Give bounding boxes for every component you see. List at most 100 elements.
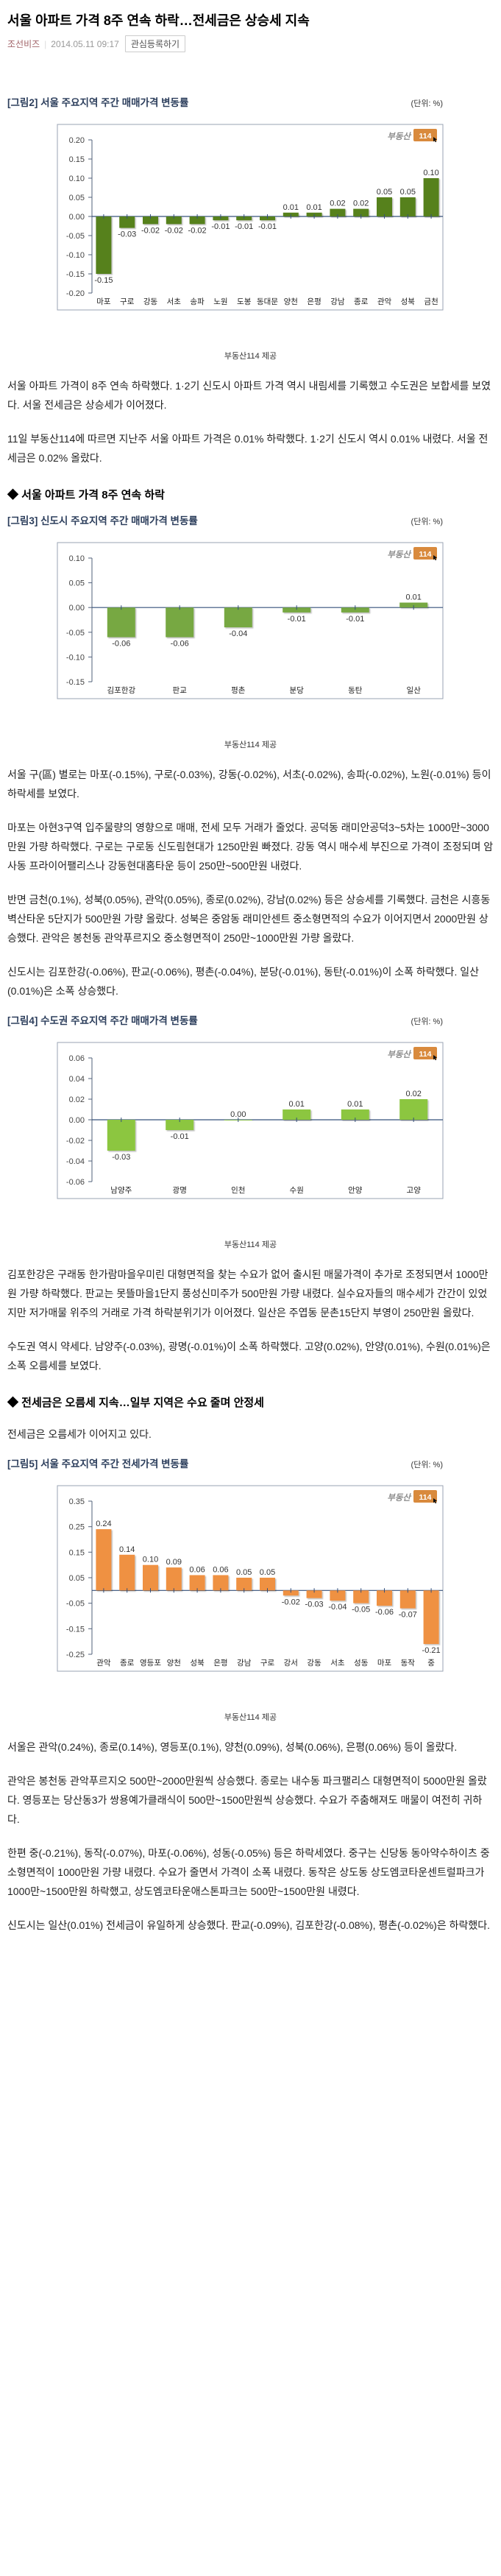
svg-text:0.05: 0.05 xyxy=(377,188,392,197)
svg-text:김포한강: 김포한강 xyxy=(107,686,135,695)
svg-text:노원: 노원 xyxy=(213,297,227,306)
svg-text:0.02: 0.02 xyxy=(405,1090,421,1098)
svg-text:부동산: 부동산 xyxy=(387,132,412,141)
svg-text:0.15: 0.15 xyxy=(69,1548,85,1557)
svg-text:강동: 강동 xyxy=(143,297,158,306)
svg-text:0.10: 0.10 xyxy=(69,554,85,563)
svg-text:114: 114 xyxy=(419,132,432,141)
svg-text:114: 114 xyxy=(419,1493,432,1502)
svg-text:동탄: 동탄 xyxy=(348,686,363,695)
svg-text:-0.06: -0.06 xyxy=(66,1178,85,1187)
svg-text:0.24: 0.24 xyxy=(96,1520,111,1528)
svg-text:-0.03: -0.03 xyxy=(112,1153,130,1162)
svg-text:양천: 양천 xyxy=(284,297,298,306)
svg-text:중: 중 xyxy=(427,1659,435,1668)
svg-text:-0.03: -0.03 xyxy=(118,230,136,239)
svg-text:0.01: 0.01 xyxy=(405,593,421,602)
svg-text:(단위: %): (단위: %) xyxy=(411,517,443,526)
svg-text:남양주: 남양주 xyxy=(110,1186,132,1195)
svg-text:송파: 송파 xyxy=(190,297,205,306)
svg-text:-0.01: -0.01 xyxy=(288,615,306,624)
svg-text:은평: 은평 xyxy=(307,297,321,306)
svg-text:-0.10: -0.10 xyxy=(66,653,85,662)
svg-text:114: 114 xyxy=(419,550,432,559)
svg-text:-0.04: -0.04 xyxy=(229,629,247,638)
svg-text:구로: 구로 xyxy=(120,297,135,306)
svg-text:-0.06: -0.06 xyxy=(375,1608,394,1617)
svg-text:성동: 성동 xyxy=(354,1659,369,1668)
svg-text:0.06: 0.06 xyxy=(213,1566,228,1575)
svg-text:0.04: 0.04 xyxy=(69,1075,85,1084)
svg-text:[그림3] 신도시 주요지역 주간 매매가격 변동률: [그림3] 신도시 주요지역 주간 매매가격 변동률 xyxy=(7,515,198,526)
svg-text:0.10: 0.10 xyxy=(423,169,438,177)
svg-text:-0.05: -0.05 xyxy=(66,232,85,241)
svg-text:성북: 성북 xyxy=(401,297,416,306)
svg-text:-0.02: -0.02 xyxy=(141,226,160,235)
svg-text:0.02: 0.02 xyxy=(69,1095,85,1104)
svg-text:[그림4] 수도권 주요지역 주간 매매가격 변동률: [그림4] 수도권 주요지역 주간 매매가격 변동률 xyxy=(7,1015,198,1026)
svg-text:-0.06: -0.06 xyxy=(112,640,130,649)
svg-text:-0.01: -0.01 xyxy=(211,222,230,231)
svg-text:양천: 양천 xyxy=(167,1659,181,1668)
svg-text:-0.01: -0.01 xyxy=(235,222,253,231)
svg-text:-0.20: -0.20 xyxy=(66,289,85,298)
svg-text:-0.01: -0.01 xyxy=(258,222,277,231)
svg-text:0.00: 0.00 xyxy=(69,213,85,222)
svg-text:-0.05: -0.05 xyxy=(352,1606,370,1615)
svg-text:금천: 금천 xyxy=(424,297,438,306)
svg-text:-0.03: -0.03 xyxy=(305,1601,324,1609)
svg-text:-0.15: -0.15 xyxy=(94,276,113,285)
svg-text:0.06: 0.06 xyxy=(69,1054,85,1063)
svg-text:0.05: 0.05 xyxy=(400,188,416,197)
svg-text:-0.05: -0.05 xyxy=(66,1600,85,1609)
svg-text:도봉: 도봉 xyxy=(237,297,252,306)
svg-text:0.00: 0.00 xyxy=(230,1110,246,1119)
svg-text:광명: 광명 xyxy=(173,1186,187,1195)
svg-text:은평: 은평 xyxy=(213,1659,227,1668)
svg-text:인천: 인천 xyxy=(231,1186,245,1195)
svg-text:0.15: 0.15 xyxy=(69,155,85,164)
svg-text:-0.02: -0.02 xyxy=(66,1137,85,1146)
svg-text:-0.01: -0.01 xyxy=(346,615,364,624)
svg-text:0.01: 0.01 xyxy=(347,1100,363,1109)
svg-text:관악: 관악 xyxy=(377,297,392,306)
svg-text:-0.02: -0.02 xyxy=(282,1598,300,1606)
svg-text:0.10: 0.10 xyxy=(69,174,85,183)
svg-text:-0.04: -0.04 xyxy=(328,1603,347,1612)
svg-text:114: 114 xyxy=(419,1050,432,1059)
svg-text:0.02: 0.02 xyxy=(353,200,369,208)
svg-text:-0.02: -0.02 xyxy=(188,226,207,235)
svg-text:0.06: 0.06 xyxy=(189,1566,205,1575)
svg-text:-0.10: -0.10 xyxy=(66,251,85,260)
svg-text:수원: 수원 xyxy=(290,1186,304,1195)
svg-text:안양: 안양 xyxy=(348,1186,363,1195)
svg-text:0.05: 0.05 xyxy=(69,579,85,588)
svg-text:0.05: 0.05 xyxy=(69,194,85,202)
svg-text:[그림5] 서울 주요지역 주간 전세가격 변동률: [그림5] 서울 주요지역 주간 전세가격 변동률 xyxy=(7,1458,189,1469)
svg-text:평촌: 평촌 xyxy=(231,686,246,695)
svg-text:-0.15: -0.15 xyxy=(66,678,85,687)
svg-text:-0.25: -0.25 xyxy=(66,1651,85,1659)
svg-text:0.05: 0.05 xyxy=(69,1574,85,1583)
svg-text:영등포: 영등포 xyxy=(140,1659,161,1668)
svg-text:관악: 관악 xyxy=(96,1659,111,1668)
svg-text:0.20: 0.20 xyxy=(69,136,85,145)
svg-text:0.01: 0.01 xyxy=(306,203,321,212)
svg-text:[그림2] 서울 주요지역 주간 매매가격 변동률: [그림2] 서울 주요지역 주간 매매가격 변동률 xyxy=(7,97,189,108)
svg-text:-0.06: -0.06 xyxy=(171,640,189,649)
svg-text:분당: 분당 xyxy=(290,686,305,695)
svg-text:-0.21: -0.21 xyxy=(422,1646,441,1655)
svg-text:-0.02: -0.02 xyxy=(165,226,183,235)
svg-text:강서: 강서 xyxy=(284,1659,298,1668)
svg-text:동대문: 동대문 xyxy=(257,297,278,306)
svg-text:강동: 강동 xyxy=(307,1659,321,1668)
svg-text:-0.07: -0.07 xyxy=(399,1611,417,1620)
svg-text:강남: 강남 xyxy=(237,1659,252,1668)
svg-text:0.35: 0.35 xyxy=(69,1497,85,1506)
svg-text:0.05: 0.05 xyxy=(236,1568,252,1577)
svg-text:0.01: 0.01 xyxy=(283,203,299,212)
svg-text:-0.15: -0.15 xyxy=(66,1625,85,1634)
svg-text:0.00: 0.00 xyxy=(69,604,85,613)
svg-text:고양: 고양 xyxy=(407,1186,422,1195)
svg-text:-0.04: -0.04 xyxy=(66,1157,85,1166)
